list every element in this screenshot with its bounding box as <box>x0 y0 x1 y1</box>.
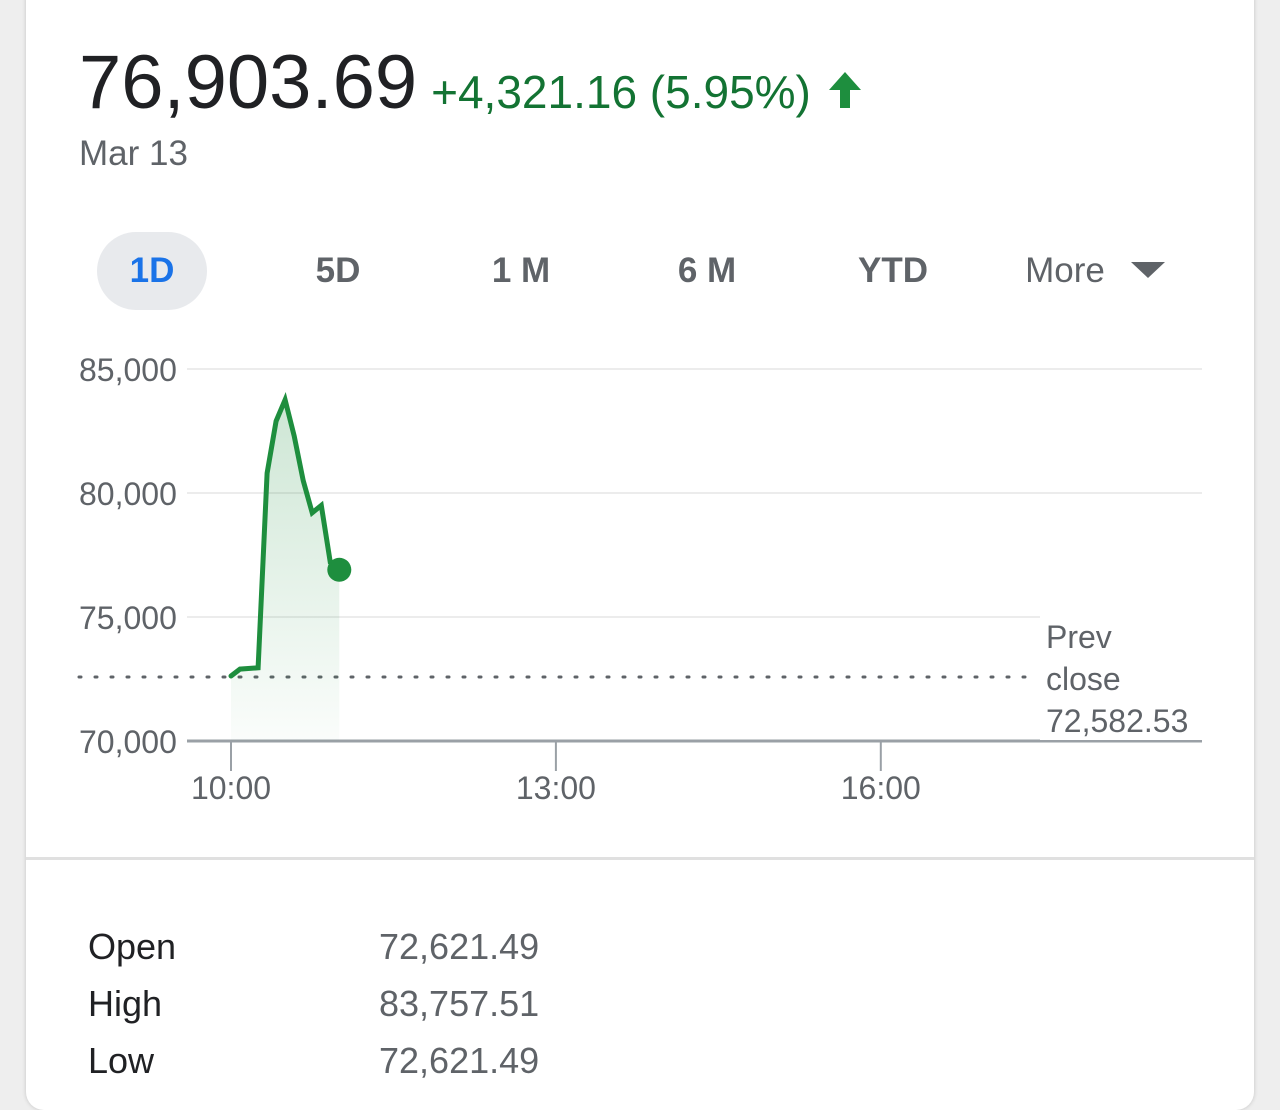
series-line <box>228 391 342 679</box>
y-tick-label: 70,000 <box>79 724 177 760</box>
stat-label: Low <box>88 1039 155 1081</box>
stat-label: Open <box>88 925 177 967</box>
y-tick-label: 85,000 <box>79 352 177 388</box>
y-tick-label: 75,000 <box>79 600 177 636</box>
tab-ytd[interactable]: YTD <box>858 251 928 290</box>
latest-point-marker <box>327 557 352 582</box>
tab-5d[interactable]: 5D <box>315 251 361 290</box>
stat-value: 72,621.49 <box>379 925 540 967</box>
stat-row-open: Open 72,621.49 <box>88 918 539 975</box>
more-label: More <box>1025 251 1105 290</box>
arrow-up-icon <box>825 68 865 112</box>
stats-table: Open 72,621.49 High 83,757.51 Low 72,621… <box>88 918 539 1089</box>
prev-close-label: 72,582.53 <box>1046 703 1188 739</box>
chevron-down-icon <box>1130 261 1165 278</box>
x-tick-label: 10:00 <box>191 770 271 806</box>
quote-header: 76,903.69 +4,321.16 (5.95%) Mar 13 <box>79 38 865 174</box>
section-divider <box>26 857 1254 860</box>
prev-close-label: close <box>1046 661 1121 697</box>
stat-value: 83,757.51 <box>379 982 540 1024</box>
range-tabs: 1D 5D 1 M 6 M YTD More <box>97 232 1177 310</box>
stat-label: High <box>88 982 163 1024</box>
tab-6m[interactable]: 6 M <box>677 251 737 290</box>
tab-1d[interactable]: 1D <box>97 232 207 310</box>
stat-row-low: Low 72,621.49 <box>88 1032 539 1089</box>
quote-date: Mar 13 <box>79 134 188 173</box>
series-area <box>231 399 340 741</box>
y-tick-label: 80,000 <box>79 476 177 512</box>
prev-close-label: Prev <box>1046 619 1112 655</box>
x-tick-label: 16:00 <box>841 770 921 806</box>
price-change: +4,321.16 (5.95%) <box>431 66 811 118</box>
price-chart[interactable]: 70,000 75,000 80,000 85,000 10:00 13:00 16:00 P… <box>0 0 1280 860</box>
tab-1m[interactable]: 1 M <box>491 251 551 290</box>
prev-close-label-bg <box>1040 615 1206 740</box>
stock-card <box>26 0 1254 1110</box>
more-dropdown[interactable]: More <box>1015 232 1175 310</box>
stat-row-high: High 83,757.51 <box>88 975 539 1032</box>
stat-value: 72,621.49 <box>379 1039 540 1081</box>
current-price: 76,903.69 <box>79 40 418 125</box>
x-tick-label: 13:00 <box>516 770 596 806</box>
